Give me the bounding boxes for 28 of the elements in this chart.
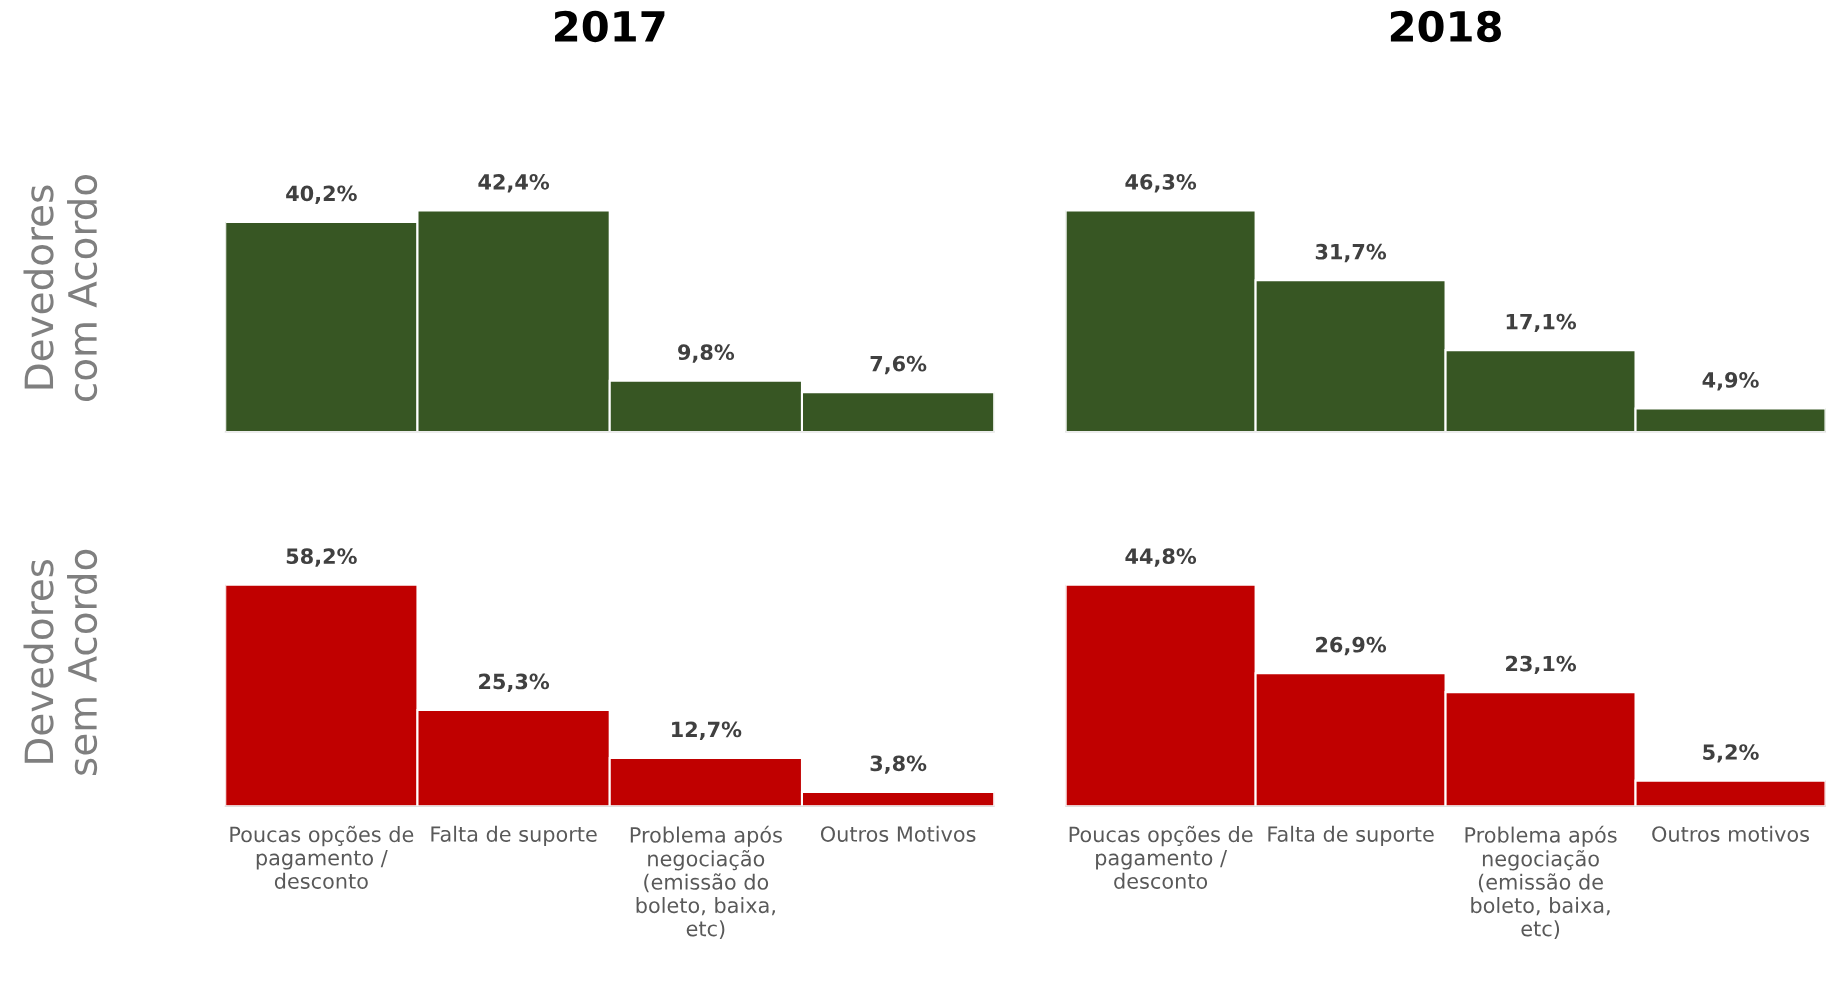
- x-tick-label: Poucas opções de pagamento / desconto: [230, 825, 414, 889]
- y-axis-title: Devedores com Acordo: [23, 174, 98, 401]
- x-tick-label: Poucas opções de pagamento / desconto: [1069, 825, 1253, 889]
- data-label: 31,7%: [1315, 243, 1387, 263]
- data-label: 58,2%: [286, 548, 357, 567]
- data-label: 23,1%: [1506, 655, 1577, 675]
- x-tick-label: Problema após negociação (emissão de boleto, baixa, etc): [1465, 825, 1617, 939]
- chart-title: 2017: [555, 10, 665, 43]
- y-axis-title: Devedores sem Acordo: [23, 549, 98, 775]
- data-label: 4,9%: [1702, 372, 1759, 391]
- data-label: 9,8%: [678, 344, 735, 363]
- data-label: 25,3%: [479, 673, 550, 692]
- data-label: 40,2%: [286, 185, 357, 204]
- data-label: 42,4%: [478, 173, 550, 193]
- data-label: 12,7%: [672, 721, 742, 740]
- data-label: 46,3%: [1125, 173, 1197, 193]
- data-label: 3,8%: [870, 755, 927, 774]
- data-label: 5,2%: [1703, 744, 1759, 763]
- chart-title: 2018: [1390, 10, 1501, 43]
- x-tick-label: Falta de suporte: [431, 825, 597, 846]
- data-label: 17,1%: [1506, 313, 1577, 333]
- x-tick-label: Outros Motivos: [820, 825, 976, 842]
- data-label: 26,9%: [1316, 636, 1387, 656]
- data-label: 7,6%: [870, 355, 927, 375]
- x-tick-label: Problema após negociação (emissão do boleto, baixa, etc): [630, 825, 782, 939]
- data-label: 44,8%: [1125, 548, 1197, 567]
- x-tick-label: Falta de suporte: [1268, 825, 1434, 846]
- x-tick-label: Outros motivos: [1652, 825, 1810, 842]
